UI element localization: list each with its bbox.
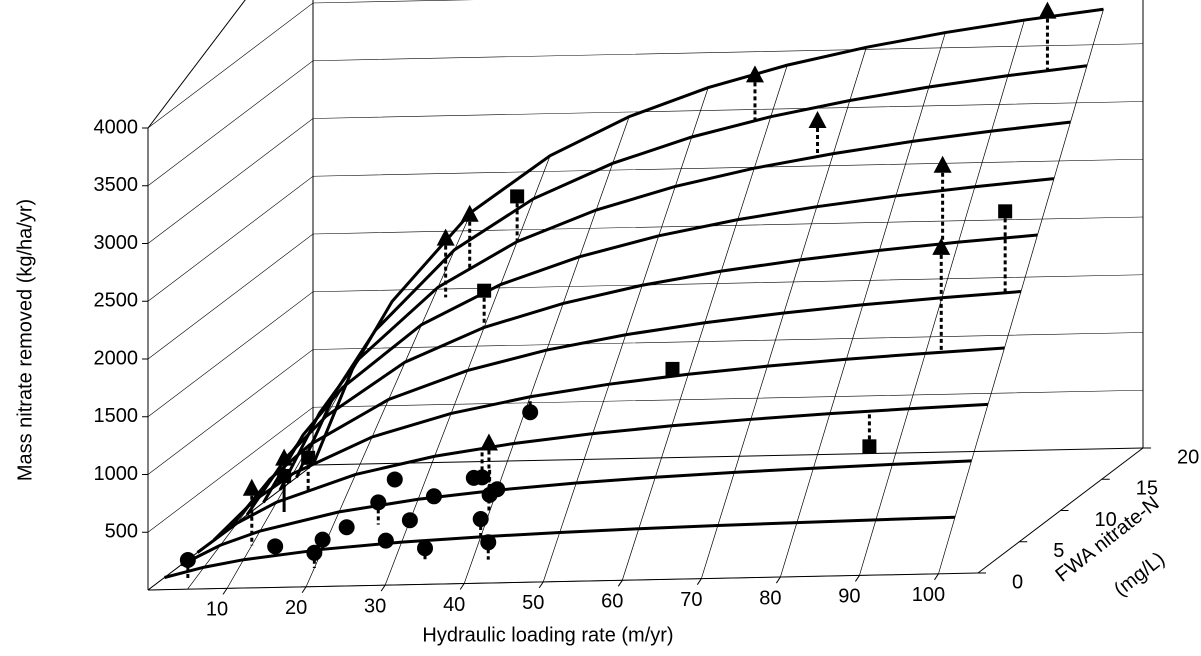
x-tick <box>934 573 939 581</box>
x-tick <box>222 588 228 595</box>
triangle-marker <box>479 433 498 451</box>
circle-marker <box>306 544 323 561</box>
surface-contour-line <box>212 346 1005 542</box>
circle-marker <box>377 532 394 549</box>
surface-contour-line <box>311 7 1104 466</box>
x-tick-label: 90 <box>838 586 860 608</box>
circle-marker <box>425 488 442 505</box>
x-tick <box>538 581 544 589</box>
y-tick-label: 0 <box>1012 571 1023 593</box>
grid-line <box>147 43 1144 186</box>
circle-marker <box>179 552 196 569</box>
y-axis-label: (mg/L) <box>1110 548 1169 601</box>
x-tick <box>696 578 702 585</box>
x-tick-label: 60 <box>601 591 623 613</box>
triangle-marker <box>745 65 764 83</box>
circle-marker <box>472 511 489 528</box>
z-tick-label: 3000 <box>94 232 139 254</box>
triangle-marker <box>242 478 261 496</box>
grid-line <box>147 332 1144 475</box>
y-tick-label: 10 <box>1095 509 1117 531</box>
x-tick-label: 50 <box>522 592 544 614</box>
circle-marker <box>370 494 387 511</box>
circle-marker <box>474 469 491 486</box>
z-tick-label: 2500 <box>94 290 139 312</box>
triangle-marker <box>275 448 294 466</box>
circle-marker <box>401 512 418 529</box>
x-tick <box>855 575 860 582</box>
x-tick <box>301 586 307 594</box>
surface-contour-line <box>295 64 1088 479</box>
grid-line <box>147 216 1144 360</box>
box-edge <box>312 447 1144 466</box>
x-tick-label: 80 <box>759 587 781 609</box>
box-edge <box>147 0 246 129</box>
x-tick-label: 40 <box>443 594 465 616</box>
triangle-marker <box>932 237 951 255</box>
x-tick-label: 20 <box>285 597 307 619</box>
surface-contour-line <box>196 402 989 554</box>
x-axis-label: Hydraulic loading rate (m/yr) <box>422 624 673 646</box>
y-tick-label: 20 <box>1177 446 1199 468</box>
x-tick <box>459 583 465 590</box>
x-tick-label: 70 <box>680 589 702 611</box>
circle-marker <box>417 540 434 557</box>
z-tick-label: 1000 <box>94 463 139 485</box>
triangle-marker <box>808 110 827 128</box>
z-tick-label: 3500 <box>94 174 139 196</box>
circle-marker <box>267 538 284 555</box>
square-marker <box>665 361 680 376</box>
x-tick <box>617 580 623 587</box>
z-tick-label: 500 <box>105 521 138 543</box>
surface-contour-line <box>164 515 956 579</box>
grid-line <box>147 101 1144 244</box>
circle-marker <box>386 471 403 488</box>
square-marker <box>477 283 492 298</box>
surface-contour-line <box>180 459 972 567</box>
z-tick-label: 2000 <box>94 347 139 369</box>
grid-line <box>147 0 475 129</box>
surface-contour-line <box>245 233 1038 516</box>
circle-marker <box>522 404 539 421</box>
square-marker <box>277 468 292 483</box>
triangle-marker <box>933 155 952 173</box>
triangle-marker <box>436 228 455 246</box>
y-tick-label: 15 <box>1136 478 1158 500</box>
grid-line <box>147 274 1144 417</box>
surface-contour-line <box>147 573 939 591</box>
circle-marker <box>314 531 331 548</box>
x-tick-label: 10 <box>206 599 228 621</box>
y-tick-label: 5 <box>1053 540 1064 562</box>
square-marker <box>301 450 316 465</box>
surface-mesh-line <box>938 9 1104 574</box>
square-marker <box>862 439 877 454</box>
grid-line <box>147 389 1144 533</box>
grid-line <box>147 158 1144 302</box>
square-marker <box>510 189 525 204</box>
triangle-marker <box>1038 1 1057 19</box>
x-tick <box>775 576 781 584</box>
square-marker <box>998 204 1013 219</box>
surface-contour-line <box>262 177 1055 504</box>
x-tick-label: 30 <box>364 595 386 617</box>
x-tick <box>380 584 386 592</box>
z-tick-label: 1500 <box>94 405 139 427</box>
triangle-marker <box>460 204 479 222</box>
circle-marker <box>480 534 497 551</box>
surface-contour-line <box>229 290 1022 529</box>
circle-marker <box>489 481 506 498</box>
z-axis-label: Mass nitrate removed (kg/ha/yr) <box>14 199 36 481</box>
z-tick-label: 4000 <box>94 116 139 138</box>
x-tick-label: 100 <box>912 584 945 606</box>
circle-marker <box>338 519 355 536</box>
